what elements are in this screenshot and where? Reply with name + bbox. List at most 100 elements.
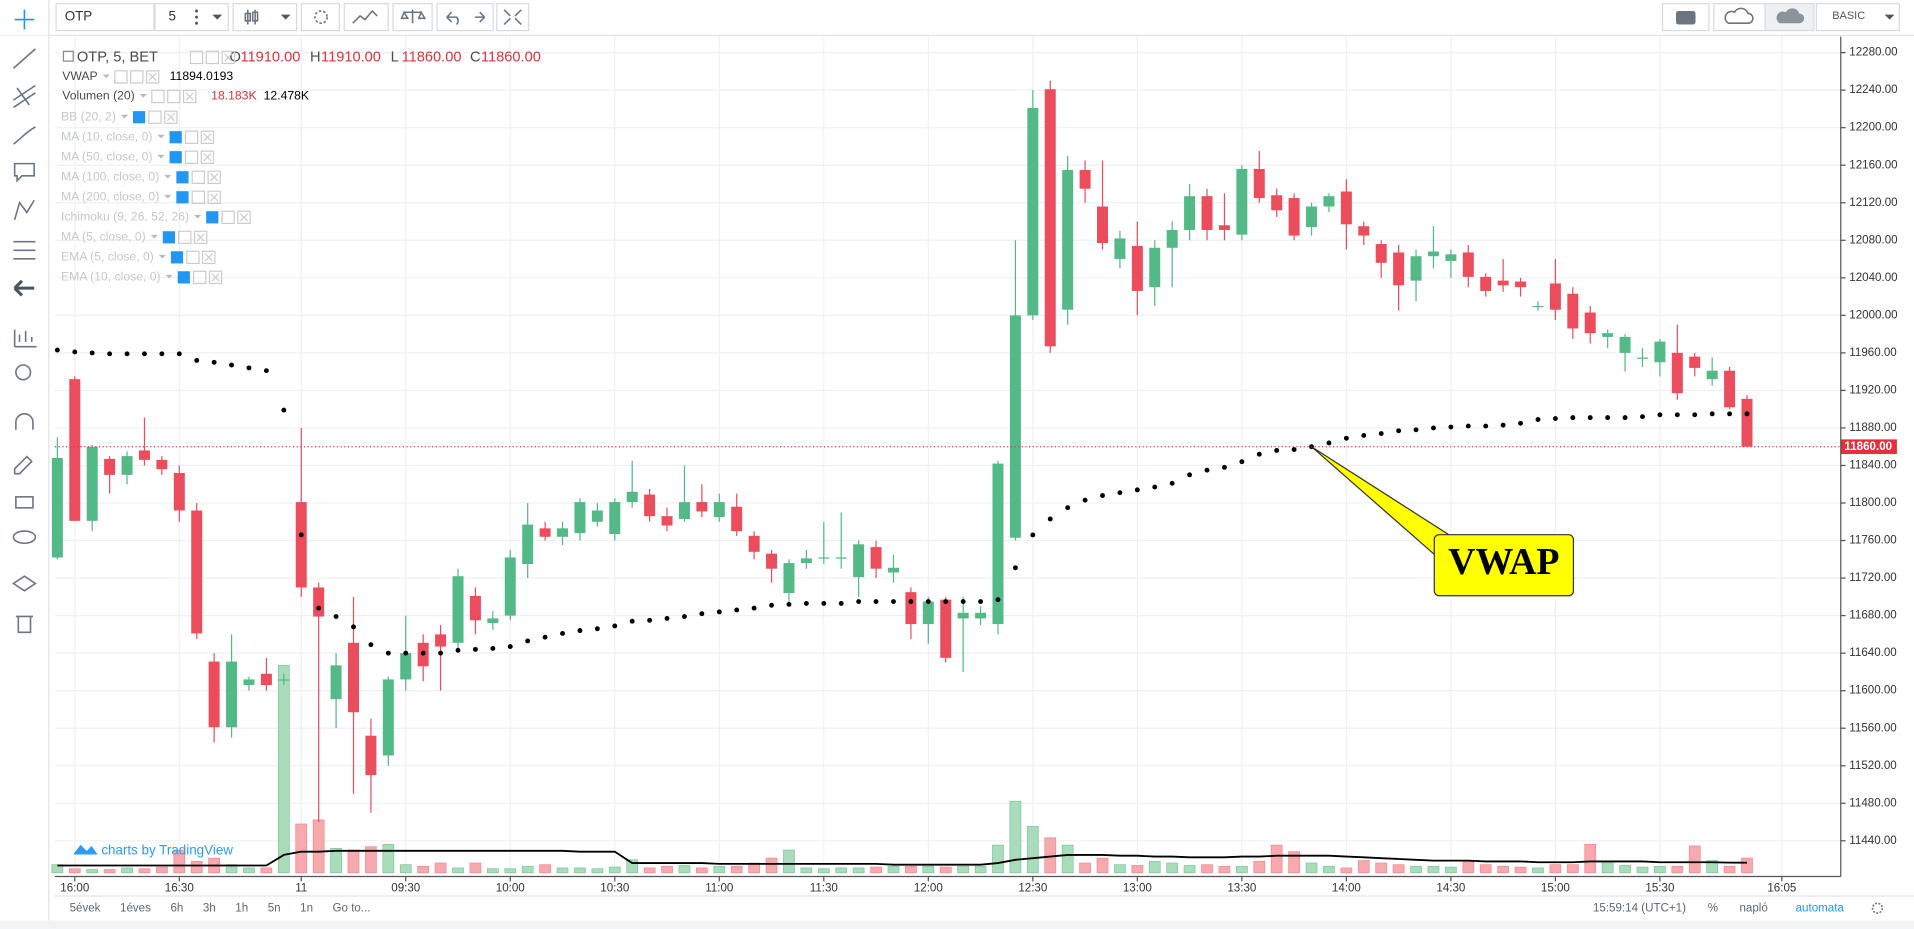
settings-toggle[interactable] xyxy=(205,50,220,65)
eye-toggle[interactable] xyxy=(170,251,184,264)
lock-tool[interactable] xyxy=(15,496,34,509)
settings-icon[interactable] xyxy=(1871,902,1884,914)
y-tick-label: 12160.00 xyxy=(1849,159,1897,171)
vwap-dot xyxy=(351,624,356,630)
magnet-tool[interactable] xyxy=(15,413,34,430)
settings-toggle[interactable] xyxy=(191,170,206,184)
collapse-box[interactable] xyxy=(62,50,74,62)
vwap-dot xyxy=(1431,425,1436,431)
range-button[interactable]: 1n xyxy=(300,902,313,914)
fib-tool[interactable] xyxy=(12,84,36,109)
visibility-tool[interactable] xyxy=(12,530,37,545)
remove-toggle[interactable] xyxy=(200,150,215,164)
legend-indicator: BB (20, 2) xyxy=(61,109,116,123)
measure-tool[interactable] xyxy=(13,329,37,348)
scale-icon xyxy=(400,9,427,24)
eye-toggle[interactable] xyxy=(177,271,190,284)
settings-toggle[interactable] xyxy=(130,70,144,84)
remove-toggle[interactable] xyxy=(193,230,208,245)
x-tick-label: 14:30 xyxy=(1436,883,1465,895)
pattern-tool[interactable] xyxy=(13,199,35,220)
remove-toggle[interactable] xyxy=(182,89,197,104)
vwap-dot xyxy=(1500,422,1506,428)
eye-toggle[interactable] xyxy=(169,151,182,164)
prediction-tool[interactable] xyxy=(13,240,36,260)
zoom-tool[interactable] xyxy=(15,364,32,381)
callout-text: VWAP xyxy=(1448,541,1559,583)
eye-toggle[interactable] xyxy=(176,191,189,204)
crosshair-tool[interactable] xyxy=(14,9,35,30)
delete-tool[interactable] xyxy=(15,615,33,634)
candle-body xyxy=(696,502,708,512)
legend-indicator: MA (5, close, 0) xyxy=(61,230,146,244)
log-toggle[interactable]: napló xyxy=(1739,902,1767,914)
candle-body xyxy=(1462,252,1474,277)
mode-button[interactable] xyxy=(1815,3,1900,32)
vwap-dot xyxy=(943,599,949,604)
range-button[interactable]: 6h xyxy=(170,902,183,914)
settings-toggle[interactable] xyxy=(167,89,181,104)
remove-toggle[interactable] xyxy=(145,70,160,84)
vwap-dot xyxy=(1221,464,1227,470)
volume-bar xyxy=(835,867,848,874)
settings-toggle[interactable] xyxy=(186,250,200,265)
eye-toggle[interactable] xyxy=(206,211,219,224)
remove-toggle[interactable] xyxy=(221,50,235,65)
remove-toggle[interactable] xyxy=(207,190,221,205)
line-tool[interactable] xyxy=(12,48,36,69)
y-tick-label: 12040.00 xyxy=(1849,272,1897,284)
eye-toggle[interactable] xyxy=(189,50,204,65)
lock-drawing-tool[interactable] xyxy=(13,455,33,475)
range-button[interactable]: 1h xyxy=(235,902,248,914)
settings-toggle[interactable] xyxy=(184,150,199,164)
y-tick-label: 11640.00 xyxy=(1849,647,1896,659)
eye-toggle[interactable] xyxy=(176,171,189,184)
volume-bar xyxy=(1410,865,1422,874)
goto-button[interactable]: Go to... xyxy=(333,902,371,914)
vwap-dot xyxy=(1744,411,1750,417)
eye-toggle[interactable] xyxy=(162,231,176,244)
eye-toggle[interactable] xyxy=(151,89,165,104)
volume-bar xyxy=(312,819,325,874)
brush-tool[interactable] xyxy=(12,126,36,145)
settings-toggle[interactable] xyxy=(184,130,199,144)
vwap-dot xyxy=(699,611,705,617)
back-tool[interactable] xyxy=(13,279,35,297)
candle-body xyxy=(1218,225,1230,230)
vwap-dot xyxy=(769,602,774,608)
eye-toggle[interactable] xyxy=(169,131,182,144)
candle-body xyxy=(1131,245,1143,291)
text-tool[interactable] xyxy=(13,162,35,183)
eye-toggle[interactable] xyxy=(132,111,146,124)
remove-toggle[interactable] xyxy=(237,210,251,225)
remove-toggle[interactable] xyxy=(202,250,216,265)
candle-body xyxy=(1706,370,1718,380)
layers-tool[interactable] xyxy=(11,575,37,592)
symbol-input[interactable] xyxy=(55,3,155,32)
range-button[interactable]: 1éves xyxy=(120,902,151,914)
undo-redo[interactable] xyxy=(436,3,494,32)
remove-toggle[interactable] xyxy=(207,170,221,184)
remove-toggle[interactable] xyxy=(208,270,223,285)
percent-toggle[interactable]: % xyxy=(1708,902,1718,914)
remove-toggle[interactable] xyxy=(200,130,215,144)
range-button[interactable]: 3h xyxy=(203,902,216,914)
settings-toggle[interactable] xyxy=(192,270,207,285)
range-button[interactable]: 5évek xyxy=(70,902,101,914)
eye-toggle[interactable] xyxy=(114,70,128,84)
y-tick-label: 11920.00 xyxy=(1849,384,1896,396)
remove-toggle[interactable] xyxy=(164,110,178,124)
volume-bar xyxy=(1619,865,1631,874)
candle-body xyxy=(278,679,290,681)
range-button[interactable]: 5n xyxy=(268,902,281,914)
volume-bar xyxy=(86,869,99,874)
settings-toggle[interactable] xyxy=(191,190,206,205)
fullscreen-button[interactable] xyxy=(496,3,530,32)
settings-toggle[interactable] xyxy=(148,110,162,124)
auto-toggle[interactable]: automata xyxy=(1796,902,1845,914)
settings-button[interactable] xyxy=(300,3,340,32)
settings-toggle[interactable] xyxy=(178,230,192,245)
vwap-dot xyxy=(246,365,252,371)
settings-toggle[interactable] xyxy=(221,210,235,225)
volume-bar xyxy=(783,849,795,874)
